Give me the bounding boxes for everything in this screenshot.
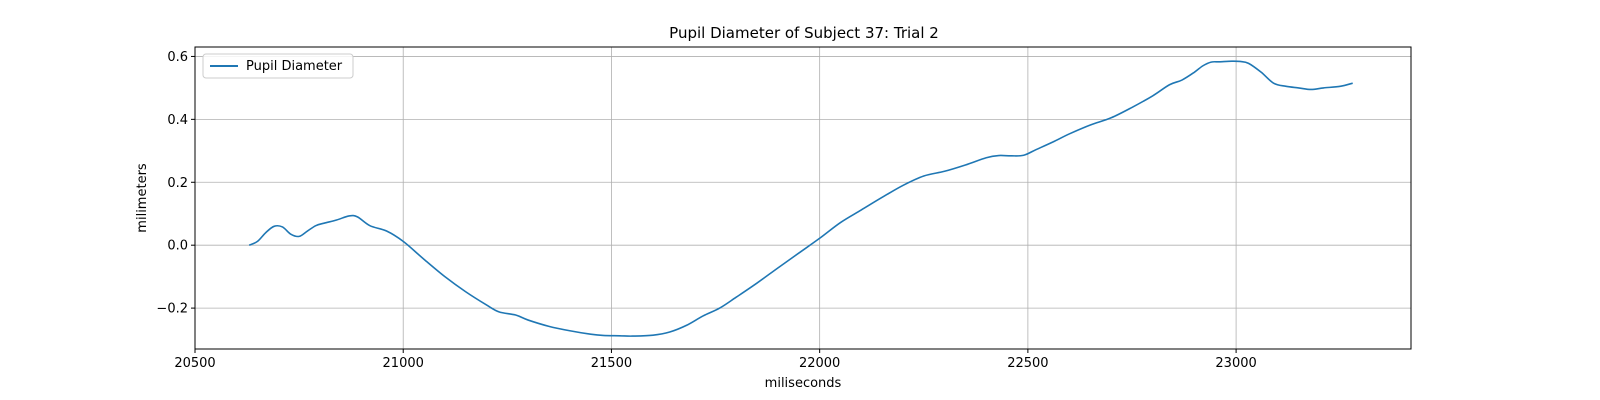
series-layer [248,60,1353,337]
legend-label: Pupil Diameter [246,59,343,74]
x-tick-label: 21500 [591,356,632,371]
x-axis-label: miliseconds [765,376,842,391]
y-tick-label: −0.2 [156,302,188,317]
y-tick-label: 0.4 [167,113,188,128]
x-tick-label: 22500 [1007,356,1048,371]
y-tick-label: 0.2 [167,176,188,191]
legend-box [202,53,354,79]
y-tick-label: 0.6 [167,50,188,65]
grid-lines [194,47,1411,349]
x-tick-label: 23000 [1215,356,1256,371]
series-line-pupil-diameter [248,60,1353,337]
x-tick-label: 21000 [383,356,424,371]
chart-title: Pupil Diameter of Subject 37: Trial 2 [669,24,939,42]
x-tick-label: 22000 [799,356,840,371]
plot-frame [194,46,1412,350]
legend: Pupil Diameter [202,53,354,79]
y-axis-ticks: −0.2 0.0 0.2 0.4 0.6 [156,50,195,317]
y-axis-label: milimeters [135,163,150,233]
x-tick-label: 20500 [174,356,215,371]
y-tick-label: 0.0 [167,239,188,254]
x-axis-ticks: 20500 21000 21500 22000 22500 23000 [174,349,1257,371]
